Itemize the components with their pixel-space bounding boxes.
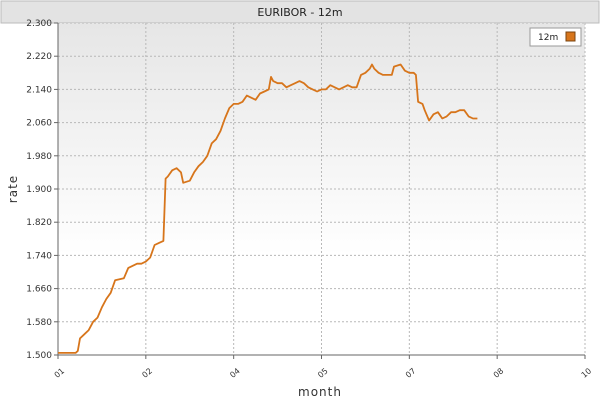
legend-swatch bbox=[565, 31, 576, 42]
legend: 12m bbox=[529, 27, 582, 47]
x-tick-label: 07 bbox=[404, 366, 418, 379]
series-layer bbox=[58, 63, 478, 354]
y-tick-label: 2.220 bbox=[26, 52, 52, 62]
grid bbox=[58, 22, 586, 355]
x-tick-label: 04 bbox=[228, 366, 242, 379]
y-axis-label: rate bbox=[6, 175, 20, 203]
y-tick-label: 2.300 bbox=[26, 19, 52, 29]
chart-title: EURIBOR - 12m bbox=[257, 6, 342, 19]
y-tick-label: 1.900 bbox=[26, 185, 52, 195]
y-tick-label: 2.060 bbox=[26, 119, 52, 129]
legend-label: 12m bbox=[538, 33, 558, 43]
y-tick-label: 1.820 bbox=[26, 218, 52, 228]
x-axis-label: month bbox=[298, 385, 342, 399]
x-tick-label: 01 bbox=[53, 366, 67, 379]
y-tick-label: 1.980 bbox=[26, 152, 52, 162]
x-tick-label: 10 bbox=[580, 366, 594, 379]
y-tick-label: 1.660 bbox=[26, 285, 52, 295]
x-tick-label: 08 bbox=[492, 366, 506, 379]
y-tick-label: 1.500 bbox=[26, 351, 52, 361]
series-line-12m bbox=[58, 63, 478, 354]
y-tick-label: 2.140 bbox=[26, 85, 52, 95]
y-tick-label: 1.740 bbox=[26, 251, 52, 261]
x-tick-label: 05 bbox=[316, 366, 330, 379]
x-tick-label: 02 bbox=[140, 366, 154, 379]
y-tick-label: 1.580 bbox=[26, 318, 52, 328]
